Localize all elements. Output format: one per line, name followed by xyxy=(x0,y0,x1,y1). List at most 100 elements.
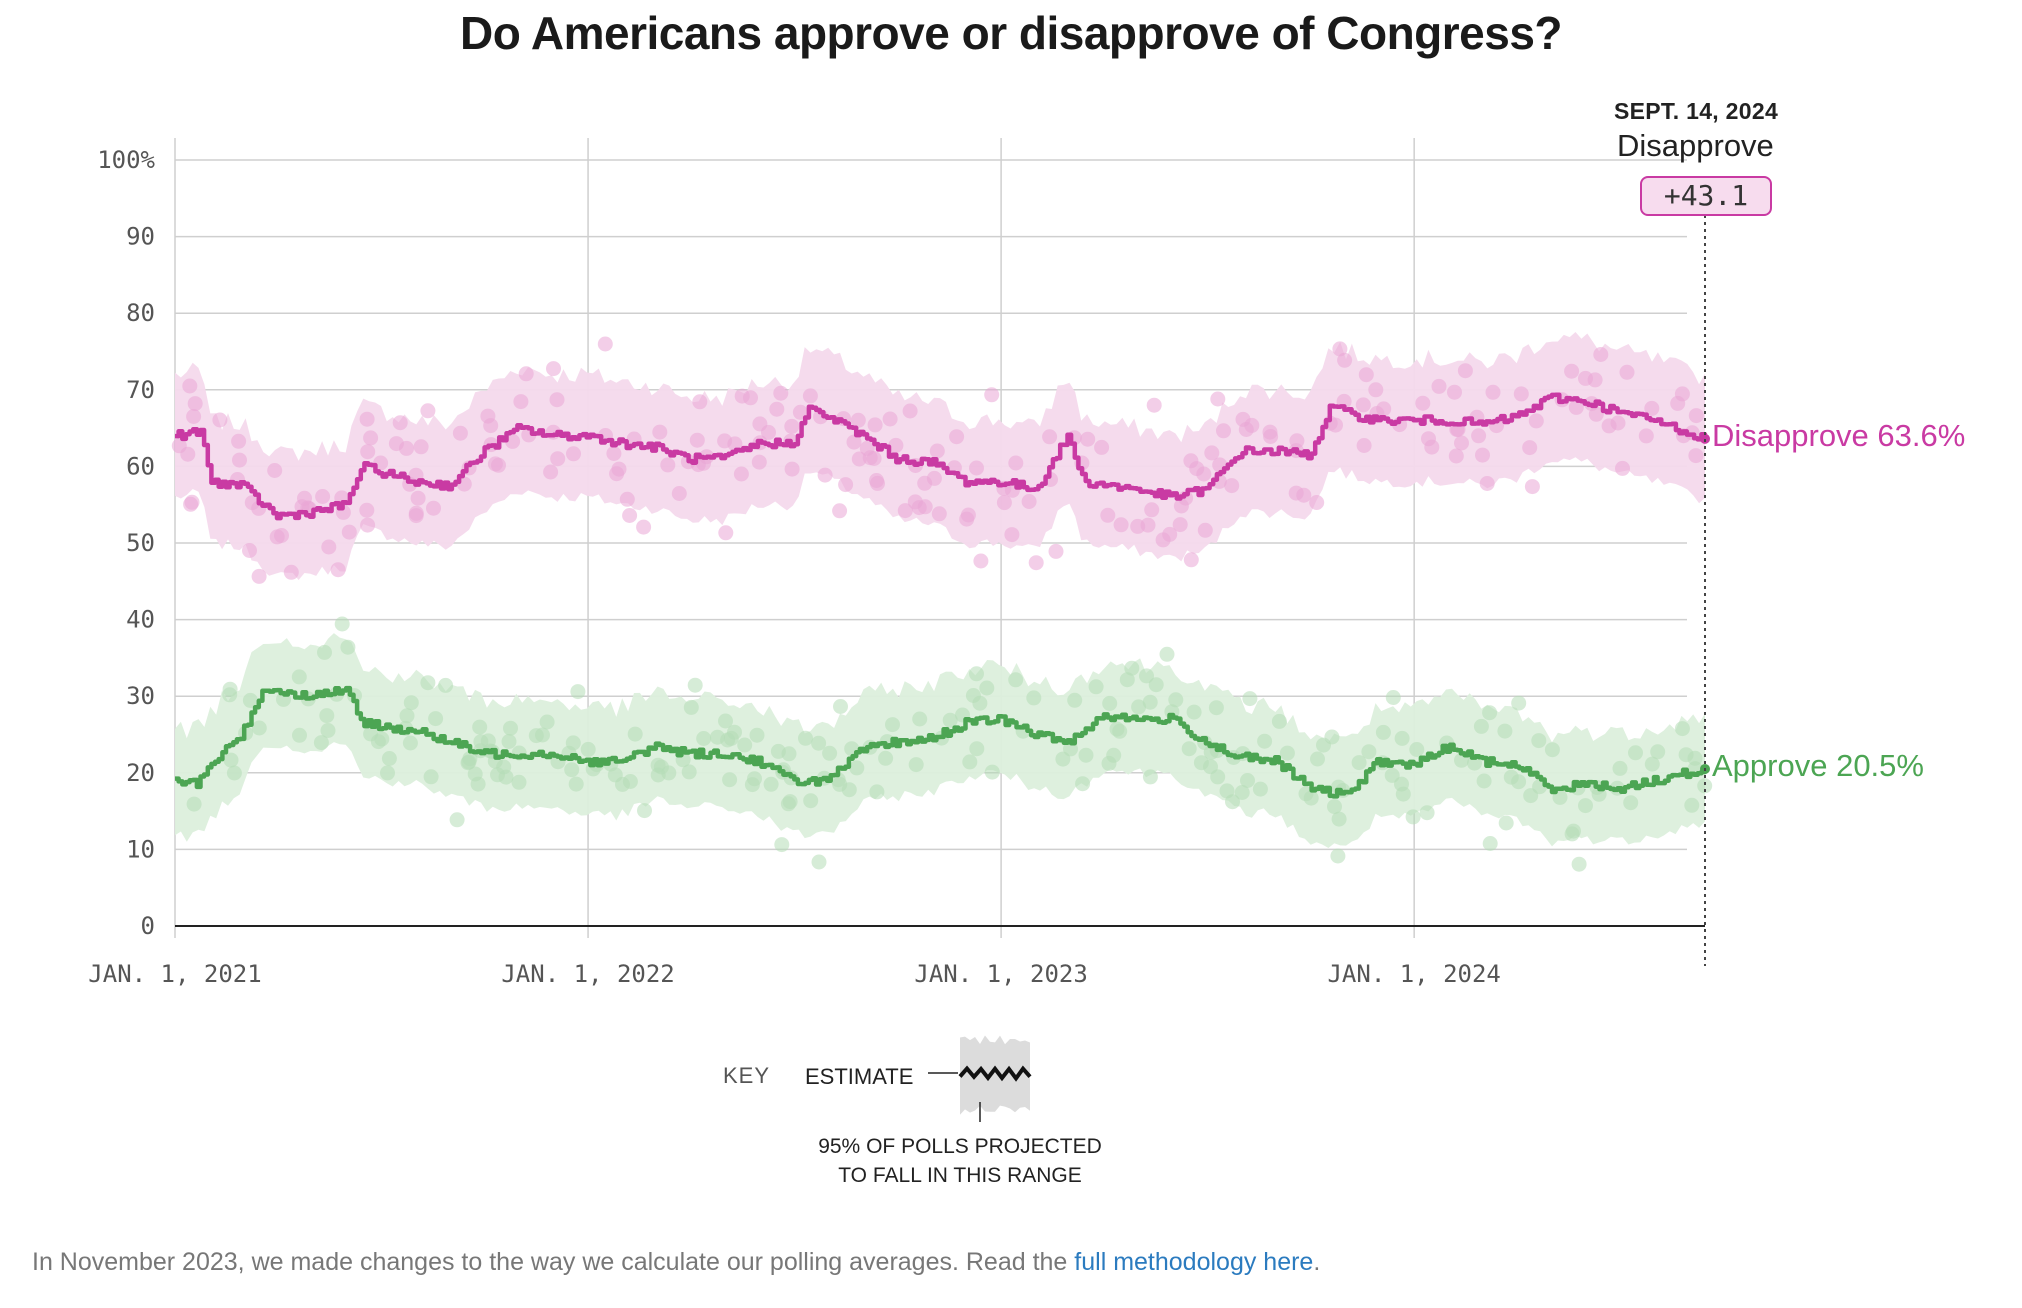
approve-poll-dot xyxy=(1498,815,1514,831)
disapprove-poll-dot xyxy=(1355,397,1371,413)
approve-poll-dot xyxy=(749,727,765,743)
disapprove-poll-dot xyxy=(606,446,622,461)
disapprove-poll-dot xyxy=(513,394,529,410)
approve-poll-dot xyxy=(718,713,733,729)
hover-leader: Disapprove xyxy=(1617,128,1774,163)
disapprove-poll-dot xyxy=(413,439,429,455)
approve-poll-dot xyxy=(1208,700,1224,716)
approve-poll-dot xyxy=(1106,747,1122,763)
approve-poll-dot xyxy=(438,677,454,693)
disapprove-poll-dot xyxy=(784,461,800,477)
disapprove-poll-dot xyxy=(480,408,496,424)
approve-poll-dot xyxy=(1419,805,1435,821)
approve-poll-dot xyxy=(1193,755,1209,771)
disapprove-poll-dot xyxy=(984,387,1000,403)
disapprove-poll-dot xyxy=(1564,363,1580,379)
disapprove-poll-dot xyxy=(1004,527,1020,543)
disapprove-poll-dot xyxy=(1183,453,1199,469)
approve-poll-dot xyxy=(1687,750,1703,766)
y-tick-label: 30 xyxy=(126,682,155,710)
disapprove-poll-dot xyxy=(1578,370,1593,386)
disapprove-poll-dot xyxy=(1601,418,1617,434)
y-tick-label: 40 xyxy=(126,606,155,634)
approve-poll-dot xyxy=(428,711,444,727)
disapprove-poll-dot xyxy=(1593,347,1609,362)
approve-poll-dot xyxy=(1497,723,1513,739)
disapprove-poll-dot xyxy=(1485,384,1501,400)
disapprove-poll-dot xyxy=(1615,460,1630,476)
approve-poll-dot xyxy=(1168,692,1184,708)
disapprove-poll-dot xyxy=(996,495,1012,511)
approve-poll-dot xyxy=(420,675,436,691)
disapprove-estimate-line xyxy=(175,392,1708,521)
disapprove-poll-dot xyxy=(184,494,200,510)
disapprove-poll-dot xyxy=(619,491,635,507)
disapprove-poll-dot xyxy=(426,500,441,516)
disapprove-poll-dot xyxy=(802,388,818,404)
methodology-link[interactable]: full methodology here xyxy=(1074,1248,1314,1276)
approve-poll-dot xyxy=(962,754,978,770)
approve-poll-dot xyxy=(1394,730,1410,746)
y-tick-label: 80 xyxy=(126,299,155,327)
approve-poll-dot xyxy=(501,734,517,749)
disapprove-poll-dot xyxy=(550,451,566,467)
disapprove-poll-dot xyxy=(1113,517,1129,533)
disapprove-poll-dot xyxy=(636,519,652,535)
disapprove-poll-dot xyxy=(267,463,283,478)
disapprove-poll-dot xyxy=(491,457,506,473)
approve-poll-dot xyxy=(539,714,555,730)
approve-poll-dot xyxy=(1008,672,1024,688)
approve-poll-dot xyxy=(292,727,307,743)
disapprove-poll-dot xyxy=(1008,455,1024,471)
disapprove-poll-dot xyxy=(784,418,800,434)
disapprove-poll-dot xyxy=(1197,522,1213,538)
approve-poll-dot xyxy=(1331,811,1347,827)
approve-poll-dot xyxy=(320,723,336,738)
disapprove-poll-dot xyxy=(1172,517,1188,533)
approve-poll-dot xyxy=(781,746,797,762)
disapprove-poll-dot xyxy=(360,517,376,533)
approve-poll-dot xyxy=(1511,695,1527,711)
approve-poll-dot xyxy=(403,695,419,711)
approve-poll-dot xyxy=(833,699,848,714)
disapprove-poll-dot xyxy=(846,434,862,450)
key-range-line2: TO FALL IN THIS RANGE xyxy=(838,1164,1082,1187)
approve-poll-dot xyxy=(186,796,202,812)
y-tick-label: 70 xyxy=(126,376,155,404)
disapprove-poll-dot xyxy=(1094,439,1110,455)
approve-poll-dot xyxy=(1078,747,1094,763)
approve-poll-dot xyxy=(622,774,638,789)
approve-poll-dot xyxy=(1252,781,1268,797)
disapprove-poll-dot xyxy=(931,506,947,522)
disapprove-poll-dot xyxy=(1337,352,1353,368)
disapprove-poll-dot xyxy=(902,403,918,419)
approve-poll-dot xyxy=(1385,690,1401,705)
approve-poll-dot xyxy=(782,794,798,810)
approve-poll-dot xyxy=(1271,713,1287,729)
disapprove-poll-dot xyxy=(1415,395,1431,411)
disapprove-poll-dot xyxy=(733,466,749,482)
disapprove-poll-dot xyxy=(1328,417,1343,433)
y-tick-label: 20 xyxy=(126,759,155,787)
approve-poll-dot xyxy=(774,837,790,853)
disapprove-poll-dot xyxy=(897,503,913,519)
approve-poll-dot xyxy=(1234,785,1250,800)
disapprove-poll-dot xyxy=(1204,445,1220,461)
key-graphic xyxy=(928,1035,1032,1122)
approve-poll-dot xyxy=(1395,786,1411,802)
disapprove-poll-dot xyxy=(1130,518,1146,534)
approve-poll-dot xyxy=(969,741,985,757)
key-label: KEY xyxy=(723,1063,771,1088)
y-tick-label: 90 xyxy=(126,223,155,251)
approve-poll-dot xyxy=(490,767,505,783)
approve-poll-dot xyxy=(984,764,1000,780)
disapprove-poll-dot xyxy=(1100,507,1116,523)
approve-poll-dot xyxy=(399,708,415,724)
disapprove-poll-dot xyxy=(359,502,375,518)
disapprove-poll-dot xyxy=(929,443,945,459)
key-range-band xyxy=(960,1035,1030,1115)
disapprove-poll-dot xyxy=(888,437,904,453)
approve-poll-dot xyxy=(565,735,581,751)
disapprove-poll-dot xyxy=(870,475,885,491)
approve-poll-dot xyxy=(1181,741,1197,757)
